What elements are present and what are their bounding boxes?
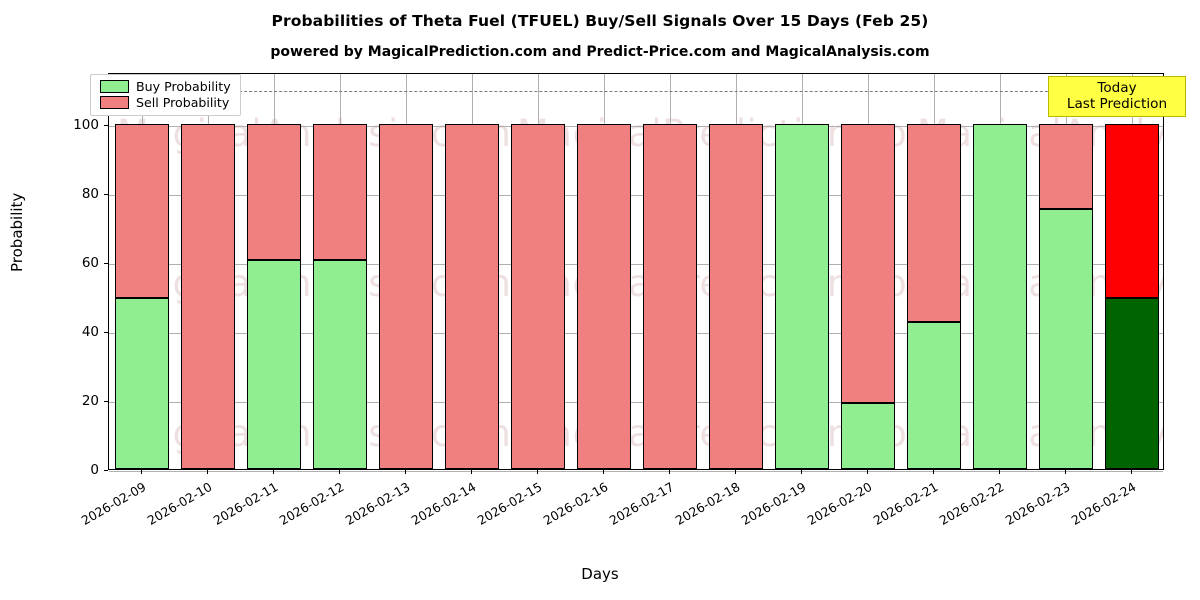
bar-segment-sell[interactable]: [378, 123, 434, 469]
gridline-horizontal: [109, 401, 1163, 403]
y-axis-title: Probability: [8, 192, 26, 272]
y-axis-tick-label: 100: [73, 116, 99, 133]
bar-segment-sell[interactable]: [642, 123, 698, 469]
bar-segment-buy[interactable]: [1104, 298, 1160, 469]
bar-segment-sell[interactable]: [510, 123, 566, 469]
x-axis-tick-mark: [999, 470, 1001, 474]
bar-group[interactable]: [246, 72, 302, 469]
bar-segment-sell[interactable]: [906, 123, 962, 322]
bar-segment-sell[interactable]: [114, 123, 170, 299]
gridline-horizontal: [109, 471, 1163, 472]
gridline-horizontal: [109, 263, 1163, 265]
bar-group[interactable]: [510, 72, 566, 469]
y-axis-tick-label: 0: [90, 462, 99, 478]
plot-area: MagicalAnalysis.comMagicalPrediction.com…: [108, 73, 1164, 472]
bar-segment-buy[interactable]: [246, 260, 302, 469]
bar-group[interactable]: [774, 72, 830, 469]
today-annotation: Today Last Prediction: [1048, 76, 1186, 117]
gridline-horizontal: [109, 125, 1163, 127]
bar-segment-sell[interactable]: [180, 123, 236, 469]
y-axis-tick-mark: [104, 331, 108, 334]
x-axis-title: Days: [581, 565, 619, 583]
bar-group[interactable]: [840, 72, 896, 469]
x-axis-tick-mark: [339, 470, 341, 474]
x-axis-tick-mark: [537, 470, 539, 474]
bar-group[interactable]: [972, 72, 1028, 469]
bar-segment-sell[interactable]: [1038, 123, 1094, 210]
reference-dashed-line: [109, 91, 1163, 93]
legend-swatch-buy-icon: [100, 80, 129, 93]
bar-group[interactable]: [114, 72, 170, 469]
x-axis-tick-mark: [735, 470, 737, 474]
bar-group[interactable]: [180, 72, 236, 469]
gridline-horizontal: [109, 332, 1163, 334]
bar-group[interactable]: [378, 72, 434, 469]
x-axis-tick-mark: [801, 470, 803, 474]
bar-segment-sell[interactable]: [708, 123, 764, 469]
legend-item-buy: Buy Probability: [100, 80, 231, 93]
bar-group[interactable]: [1038, 72, 1094, 469]
bar-segment-sell[interactable]: [444, 123, 500, 469]
legend-swatch-sell-icon: [100, 96, 129, 109]
y-axis-tick-mark: [104, 470, 108, 472]
y-axis-tick-mark: [104, 262, 108, 265]
x-axis-tick-mark: [405, 470, 407, 474]
bar-group[interactable]: [576, 72, 632, 469]
x-axis-tick-mark: [207, 470, 209, 474]
bar-segment-sell[interactable]: [246, 123, 302, 261]
bar-segment-buy[interactable]: [1038, 209, 1094, 469]
legend-label-sell: Sell Probability: [136, 95, 230, 110]
legend-label-buy: Buy Probability: [136, 79, 231, 94]
bar-segment-sell[interactable]: [840, 123, 896, 404]
x-axis-tick-mark: [603, 470, 605, 474]
x-axis-tick-mark: [669, 470, 671, 474]
bar-segment-buy[interactable]: [312, 260, 368, 469]
today-annotation-line2: Last Prediction: [1066, 96, 1168, 112]
bar-group[interactable]: [906, 72, 962, 469]
legend-item-sell: Sell Probability: [100, 96, 231, 109]
bar-segment-buy[interactable]: [906, 321, 962, 469]
today-annotation-line1: Today: [1097, 80, 1137, 96]
bars-layer: [109, 74, 1163, 469]
y-axis-tick-label: 60: [81, 254, 99, 271]
x-axis-tick-mark: [867, 470, 869, 474]
y-axis-tick-mark: [104, 400, 108, 403]
page-title: Probabilities of Theta Fuel (TFUEL) Buy/…: [271, 12, 929, 30]
bar-segment-buy[interactable]: [114, 298, 170, 469]
bar-segment-buy[interactable]: [972, 123, 1028, 469]
bar-group[interactable]: [642, 72, 698, 469]
x-axis-tick-mark: [933, 470, 935, 474]
y-axis-tick-label: 20: [81, 392, 99, 409]
x-axis-tick-mark: [1131, 470, 1133, 474]
y-axis-tick-mark: [104, 124, 108, 126]
bar-group[interactable]: [708, 72, 764, 469]
y-axis-tick-label: 40: [81, 323, 99, 340]
chart-legend: Buy Probability Sell Probability: [90, 74, 241, 116]
x-axis-tick-mark: [141, 470, 143, 474]
bar-group[interactable]: [312, 72, 368, 469]
x-axis-tick-mark: [1065, 470, 1067, 474]
x-axis-tick-mark: [273, 470, 275, 474]
x-axis-tick-mark: [471, 470, 473, 474]
y-axis-tick-mark: [104, 193, 108, 195]
gridline-horizontal: [109, 194, 1163, 196]
bar-group[interactable]: [444, 72, 500, 469]
bar-group[interactable]: [1104, 72, 1160, 469]
bar-segment-buy[interactable]: [774, 123, 830, 469]
bar-segment-sell[interactable]: [312, 123, 368, 261]
bar-segment-buy[interactable]: [840, 403, 896, 469]
y-axis-tick-label: 80: [81, 185, 99, 202]
bar-segment-sell[interactable]: [576, 123, 632, 469]
chart-subtitle: powered by MagicalPrediction.com and Pre…: [270, 44, 930, 60]
bar-segment-sell[interactable]: [1104, 123, 1160, 299]
